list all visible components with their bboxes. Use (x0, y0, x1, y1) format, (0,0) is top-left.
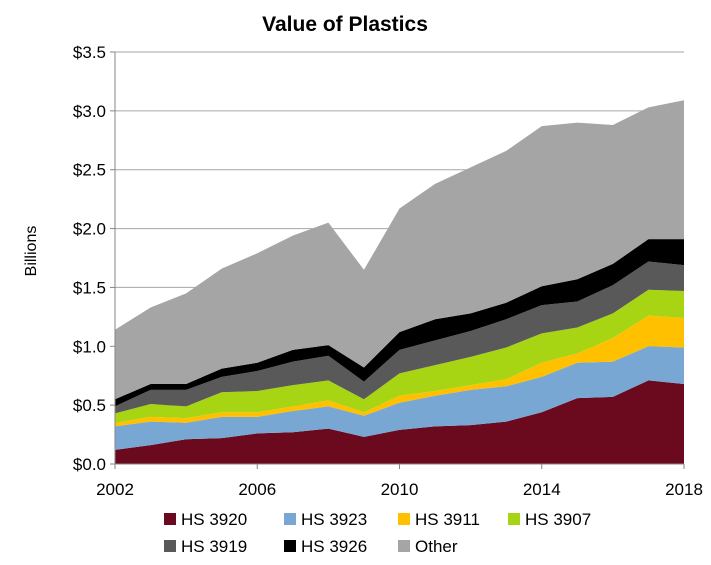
y-tick-label: $0.5 (73, 396, 106, 415)
plot-area: $0.0 $0.5 $1.0 $1.5 $2.0 $2.5 $3.0 $3.5 2002 2006… (73, 43, 703, 499)
legend-item: HS 3911 (398, 510, 480, 529)
x-tick-label: 2014 (523, 480, 561, 499)
legend-item: HS 3923 (284, 510, 367, 529)
legend-item: HS 3926 (284, 537, 367, 556)
y-axis-label: Billions (23, 226, 40, 277)
y-tick-label: $0.0 (73, 455, 106, 474)
legend: HS 3920 HS 3923 HS 3911 HS 3907 HS 3919 HS 39… (164, 510, 591, 556)
x-tick-label: 2018 (665, 480, 703, 499)
legend-swatch (398, 540, 410, 552)
series-area-hs-3907 (115, 289, 684, 423)
legend-swatch (164, 540, 176, 552)
legend-label: HS 3920 (181, 510, 247, 529)
legend-item: HS 3920 (164, 510, 247, 529)
y-tick-label: $2.5 (73, 161, 106, 180)
legend-label: HS 3923 (301, 510, 367, 529)
y-tick-label: $3.0 (73, 102, 106, 121)
chart-title: Value of Plastics (262, 13, 428, 36)
x-tick-label: 2002 (96, 480, 134, 499)
y-tick-label: $1.0 (73, 337, 106, 356)
legend-item: HS 3919 (164, 537, 247, 556)
legend-swatch (284, 540, 296, 552)
legend-swatch (164, 513, 176, 525)
legend-label: Other (415, 537, 458, 556)
legend-label: HS 3907 (525, 510, 591, 529)
series-area-hs-3919 (115, 261, 684, 414)
legend-item: Other (398, 537, 458, 556)
legend-label: HS 3911 (415, 510, 480, 529)
legend-item: HS 3907 (508, 510, 591, 529)
y-tick-label: $1.5 (73, 278, 106, 297)
x-tick-label: 2010 (381, 480, 419, 499)
legend-swatch (508, 513, 520, 525)
series-area-hs-3923 (115, 346, 684, 450)
legend-swatch (284, 513, 296, 525)
series-area-hs-3920 (115, 380, 684, 464)
y-tick-label: $3.5 (73, 43, 106, 62)
series-area-hs-3926 (115, 239, 684, 407)
legend-label: HS 3919 (181, 537, 247, 556)
legend-swatch (398, 513, 410, 525)
legend-label: HS 3926 (301, 537, 367, 556)
y-tick-label: $2.0 (73, 220, 106, 239)
series-area-other (115, 100, 684, 400)
x-tick-label: 2006 (238, 480, 276, 499)
